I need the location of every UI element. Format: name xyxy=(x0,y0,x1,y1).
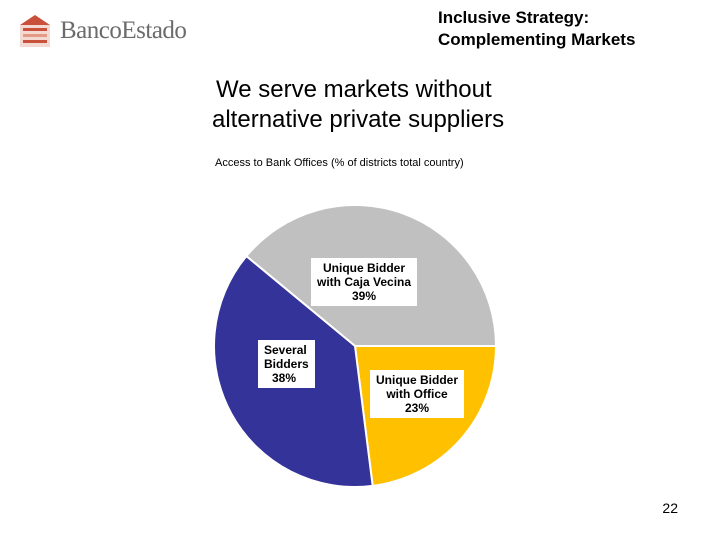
slice-label-line: with Caja Vecina xyxy=(317,275,412,289)
bancoestado-logo: BancoEstado xyxy=(20,15,195,49)
header-title: Inclusive Strategy: Complementing Market… xyxy=(438,7,698,51)
slice-label-caja-vecina: Unique Bidder with Caja Vecina 39% xyxy=(311,258,418,306)
slice-label-line: Several xyxy=(264,343,307,357)
slice-label-line: Unique Bidder xyxy=(376,373,459,387)
slice-label-line: Unique Bidder xyxy=(323,261,406,275)
header-title-line-2: Complementing Markets xyxy=(438,30,636,49)
slide-title-line-2: alternative private suppliers xyxy=(212,106,505,133)
slice-label-value: 38% xyxy=(272,371,297,385)
slide-title: We serve markets without alternative pri… xyxy=(212,75,504,135)
slice-label-value: 39% xyxy=(352,289,377,303)
slice-label-line: Bidders xyxy=(264,357,309,371)
slice-label-several-bidders: Several Bidders 38% xyxy=(258,340,315,388)
header-title-line-1: Inclusive Strategy: xyxy=(438,8,590,27)
slice-label-line: with Office xyxy=(386,387,448,401)
page-number: 22 xyxy=(662,500,678,516)
slide-title-line-1: We serve markets without xyxy=(216,76,492,103)
slice-label-value: 23% xyxy=(404,401,430,415)
chart-subtitle: Access to Bank Offices (% of districts t… xyxy=(215,157,464,169)
logo-mark-icon xyxy=(20,15,50,47)
slice-label-office: Unique Bidder with Office 23% xyxy=(370,370,465,418)
brand-name: BancoEstado xyxy=(60,17,187,44)
